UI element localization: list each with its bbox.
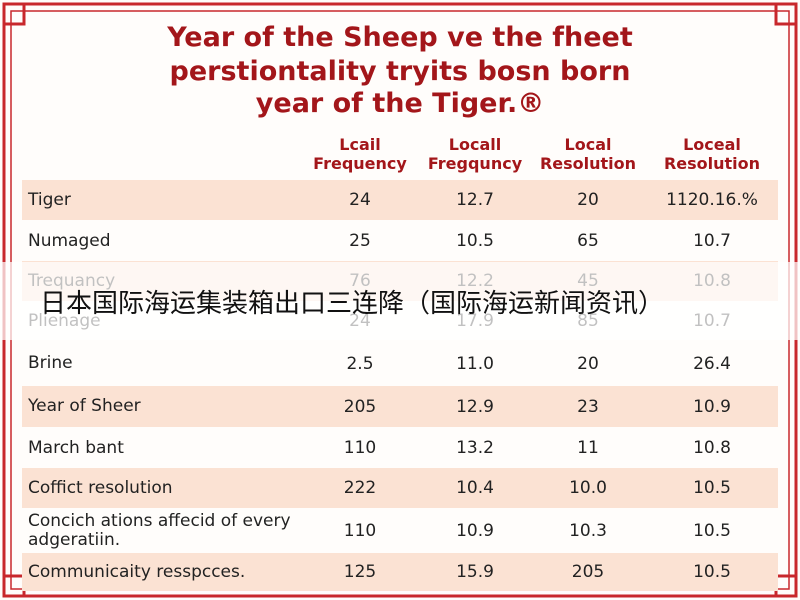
- cell-value: 20: [577, 190, 599, 210]
- cell-value: 2.5: [346, 353, 374, 374]
- cell-value: 205: [571, 562, 605, 582]
- header-line: Resolution: [539, 154, 637, 173]
- cell-value: 10.4: [456, 478, 494, 498]
- cell-value: 205: [343, 396, 377, 417]
- header-line: Resolution: [663, 154, 761, 173]
- cell-value: 25: [349, 231, 371, 251]
- cell-value: 10.0: [569, 478, 607, 498]
- title-line: perstiontality tryits bosn born: [169, 56, 631, 87]
- cell-value: 10.5: [693, 478, 731, 498]
- row-label: Coffict resolution: [28, 477, 173, 498]
- cell-value: 10.7: [693, 231, 731, 251]
- header-line: Local: [564, 135, 612, 154]
- title-line: Year of the Sheep ve the fheet: [167, 22, 633, 53]
- row-label: Numaged: [28, 230, 111, 251]
- header-line: Lcail: [339, 135, 381, 154]
- header-line: Frequency: [313, 154, 407, 173]
- cell-value: 222: [343, 478, 377, 498]
- table-row: Concich ations affecid of every adgerati…: [22, 509, 778, 552]
- table-row: Coffict resolution 222 10.4 10.0 10.5: [22, 468, 778, 508]
- cell-value: 110: [343, 520, 377, 541]
- row-label: Year of Sheer: [28, 396, 141, 416]
- cell-value: 125: [343, 562, 377, 582]
- cell-value: 20: [577, 353, 599, 374]
- cell-value: 12.9: [456, 396, 494, 417]
- column-header: Lcail Frequency: [295, 135, 425, 173]
- banner-text: 日本国际海运集装箱出口三连降（国际海运新闻资讯）: [40, 289, 665, 319]
- cell-value: 1120.16.%: [666, 190, 758, 210]
- cell-value: 23: [577, 396, 599, 417]
- header-line: Fregquncy: [427, 154, 523, 173]
- cell-value: 10.5: [693, 520, 731, 541]
- cell-value: 65: [577, 231, 599, 251]
- cell-value: 10.9: [693, 396, 731, 417]
- table-row: Tiger 24 12.7 20 1120.16.%: [22, 180, 778, 220]
- table-row: Year of Sheer 205 12.9 23 10.9: [22, 386, 778, 427]
- row-label: Communicaity resspcces.: [28, 561, 246, 582]
- cell-value: 10.8: [693, 438, 731, 458]
- table-row: Numaged 25 10.5 65 10.7: [22, 221, 778, 261]
- cell-value: 11.0: [456, 353, 494, 374]
- row-label: Brine: [28, 353, 73, 373]
- header-line: Loceal: [683, 135, 741, 154]
- header-line: Locall: [448, 135, 502, 154]
- row-label: Concich ations affecid of every adgerati…: [28, 510, 291, 550]
- table-row: March bant 110 13.2 11 10.8: [22, 428, 778, 468]
- cell-value: 24: [349, 190, 371, 210]
- cell-value: 10.3: [569, 520, 607, 541]
- table-row: Brine 2.5 11.0 20 26.4: [22, 342, 778, 385]
- column-header: Loceal Resolution: [647, 135, 777, 173]
- cell-value: 10.5: [693, 562, 731, 582]
- cell-value: 110: [343, 438, 377, 458]
- cell-value: 12.7: [456, 190, 494, 210]
- cell-value: 15.9: [456, 562, 494, 582]
- row-label: Tiger: [28, 189, 71, 210]
- title-line: year of the Tiger.®: [255, 88, 545, 119]
- banner-overlay: [0, 262, 800, 340]
- cell-value: 13.2: [456, 438, 494, 458]
- row-label: March bant: [28, 437, 124, 458]
- cell-value: 26.4: [693, 353, 731, 374]
- column-header: Local Resolution: [523, 135, 653, 173]
- column-header: Locall Fregquncy: [410, 135, 540, 173]
- cell-value: 11: [577, 438, 599, 458]
- cell-value: 10.9: [456, 520, 494, 541]
- cell-value: 10.5: [456, 231, 494, 251]
- table-row: Communicaity resspcces. 125 15.9 205 10.5: [22, 553, 778, 591]
